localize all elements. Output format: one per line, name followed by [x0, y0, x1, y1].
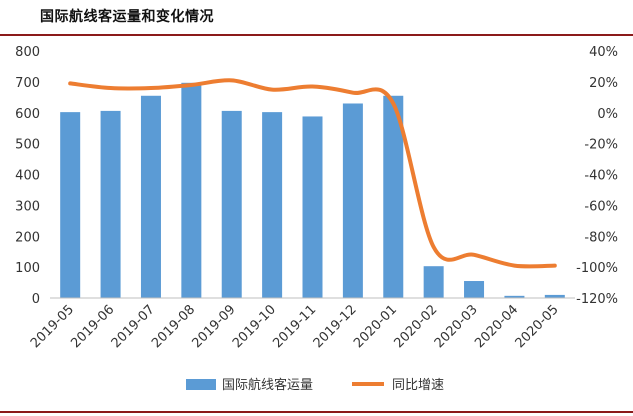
- bar-series: [60, 82, 565, 299]
- legend-bar-swatch: [186, 379, 216, 390]
- left-tick-label: 300: [15, 199, 40, 214]
- right-tick-label: -20%: [584, 138, 618, 153]
- chart-title: 国际航线客运量和变化情况: [40, 9, 214, 25]
- bar: [181, 82, 202, 299]
- x-tick-label: 2019-12: [311, 302, 360, 351]
- right-tick-label: 0%: [597, 107, 618, 122]
- left-tick-label: 500: [15, 138, 40, 153]
- x-tick-label: 2019-11: [270, 302, 319, 351]
- legend-line-label: 同比增速: [392, 378, 444, 393]
- right-tick-label: 20%: [589, 76, 618, 91]
- left-tick-label: 100: [15, 261, 40, 276]
- legend: 国际航线客运量 同比增速: [186, 377, 444, 393]
- top-divider: [0, 34, 633, 36]
- x-tick-label: 2020-03: [432, 302, 481, 351]
- bar: [140, 95, 161, 298]
- x-tick-label: 2019-10: [230, 302, 279, 351]
- line-series: [68, 78, 557, 269]
- bar: [544, 294, 565, 298]
- bottom-divider: [0, 411, 633, 413]
- left-tick-label: 0: [32, 292, 40, 307]
- x-tick-label: 2019-06: [68, 302, 117, 351]
- bar: [262, 112, 283, 298]
- right-tick-label: -120%: [576, 292, 618, 307]
- bar: [504, 295, 525, 298]
- right-axis: -120% -100% -80% -60% -40% -20% 0% 20% 40%: [576, 45, 618, 307]
- x-tick-label: 2019-08: [149, 302, 198, 351]
- right-tick-label: -40%: [584, 169, 618, 184]
- right-tick-label: -60%: [584, 199, 618, 214]
- right-tick-label: 40%: [589, 45, 618, 60]
- right-tick-label: -100%: [576, 261, 618, 276]
- bar: [60, 112, 81, 298]
- x-tick-label: 2020-02: [391, 302, 440, 351]
- x-tick-label: 2020-04: [472, 302, 521, 351]
- bar: [342, 103, 363, 298]
- left-tick-label: 600: [15, 107, 40, 122]
- bar: [221, 110, 242, 299]
- x-axis: 2019-052019-062019-072019-082019-092019-…: [28, 302, 562, 351]
- left-tick-label: 800: [15, 45, 40, 60]
- x-tick-label: 2019-09: [190, 302, 239, 351]
- x-tick-label: 2019-07: [109, 302, 158, 351]
- legend-bar-label: 国际航线客运量: [222, 377, 313, 393]
- bar: [423, 266, 444, 298]
- x-tick-label: 2020-01: [351, 302, 400, 351]
- left-axis: 0 100 200 300 400 500 600 700 800: [15, 45, 40, 307]
- left-tick-label: 400: [15, 169, 40, 184]
- bar: [100, 110, 121, 299]
- right-tick-label: -80%: [584, 230, 618, 245]
- x-tick-label: 2019-05: [28, 302, 77, 351]
- left-tick-label: 200: [15, 230, 40, 245]
- bar: [464, 281, 485, 298]
- x-tick-label: 2020-05: [513, 302, 562, 351]
- bar: [302, 116, 323, 298]
- bar: [383, 95, 404, 298]
- left-tick-label: 700: [15, 76, 40, 91]
